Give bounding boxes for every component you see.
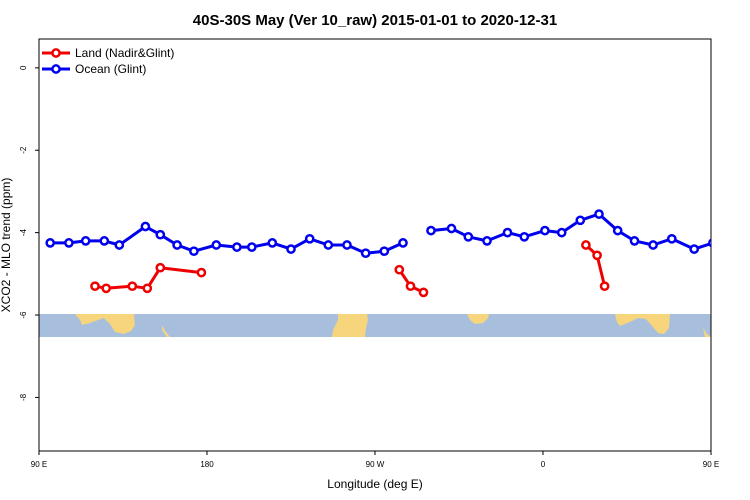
data-point xyxy=(599,281,610,292)
data-point xyxy=(418,287,429,298)
data-point xyxy=(189,246,199,257)
australia-shape xyxy=(75,314,135,334)
x-tick-label: 0 xyxy=(541,460,546,469)
data-point xyxy=(90,281,100,292)
series-land-nadir-glint xyxy=(90,240,610,298)
data-point xyxy=(581,240,591,250)
y-tick-label: -6 xyxy=(19,311,28,319)
data-point xyxy=(482,236,492,246)
legend-item-land-nadir-glint: Land (Nadir&Glint) xyxy=(42,46,174,60)
ocean-band xyxy=(39,314,711,337)
data-point xyxy=(360,248,371,259)
data-point xyxy=(211,240,222,250)
data-point xyxy=(304,233,315,244)
x-tick-label: 180 xyxy=(200,460,214,469)
data-point xyxy=(140,221,151,232)
data-point xyxy=(80,236,91,246)
data-point xyxy=(446,223,457,234)
legend-label: Ocean (Glint) xyxy=(75,62,146,76)
data-point xyxy=(575,215,586,226)
x-axis-label: Longitude (deg E) xyxy=(327,477,422,491)
data-point xyxy=(286,244,296,254)
data-point xyxy=(540,225,550,236)
legend-item-ocean-glint: Ocean (Glint) xyxy=(42,62,146,76)
data-point xyxy=(379,246,390,257)
south-africa-shape xyxy=(467,314,489,324)
data-point xyxy=(323,240,334,250)
series-ocean-glint xyxy=(45,209,733,259)
data-point xyxy=(246,242,257,252)
y-tick-label: -8 xyxy=(19,393,28,401)
y-tick-label: -4 xyxy=(19,229,28,237)
data-point xyxy=(689,244,700,254)
series-layer xyxy=(45,209,733,298)
x-tick-label: 90 W xyxy=(366,460,385,469)
data-point xyxy=(267,238,278,248)
plot-frame xyxy=(38,38,712,452)
data-point xyxy=(127,281,138,292)
data-point xyxy=(594,209,604,219)
data-point xyxy=(519,231,530,242)
tasmania-repeat-shape xyxy=(703,328,711,337)
y-tick-label: 0 xyxy=(19,65,28,70)
legend-marker xyxy=(51,64,61,74)
data-point xyxy=(172,240,182,250)
data-point xyxy=(648,240,658,250)
tasmania-shape xyxy=(162,325,170,337)
south-america-shape xyxy=(332,314,368,337)
data-point xyxy=(612,225,623,236)
data-point xyxy=(64,238,74,248)
data-point xyxy=(394,264,405,275)
data-point xyxy=(726,239,733,246)
data-point xyxy=(666,233,677,244)
data-point xyxy=(232,242,242,252)
data-point xyxy=(426,225,436,236)
x-tick-label: 90 E xyxy=(31,460,47,469)
data-point xyxy=(398,238,408,248)
data-point xyxy=(45,238,56,248)
y-tick-label: -2 xyxy=(19,146,28,154)
data-point xyxy=(99,236,110,246)
data-point xyxy=(463,231,474,242)
data-point xyxy=(101,283,112,294)
data-point xyxy=(592,250,602,261)
legend-label: Land (Nadir&Glint) xyxy=(75,46,174,60)
y-axis-label: XCO2 - MLO trend (ppm) xyxy=(0,178,13,313)
chart-title: 40S-30S May (Ver 10_raw) 2015-01-01 to 2… xyxy=(193,12,557,29)
data-point xyxy=(155,262,166,273)
australia-repeat-shape xyxy=(615,314,670,334)
y-axis-ticks: 0 -2 -4 -6 -8 xyxy=(19,65,39,401)
data-point xyxy=(405,281,416,292)
map-strip xyxy=(39,314,711,337)
x-tick-label: 90 E xyxy=(703,460,719,469)
data-point xyxy=(502,227,513,238)
data-point xyxy=(629,236,640,246)
land-masses xyxy=(75,314,711,337)
x-axis-ticks: 90 E 180 90 W 0 90 E xyxy=(31,451,719,469)
legend-marker xyxy=(51,48,61,58)
data-point xyxy=(142,283,153,294)
data-point xyxy=(556,227,567,238)
data-point xyxy=(196,267,207,278)
data-point xyxy=(155,229,166,240)
legend: Land (Nadir&Glint) Ocean (Glint) xyxy=(42,46,174,76)
data-point xyxy=(114,240,125,250)
data-point xyxy=(342,240,352,250)
data-point xyxy=(708,238,711,248)
